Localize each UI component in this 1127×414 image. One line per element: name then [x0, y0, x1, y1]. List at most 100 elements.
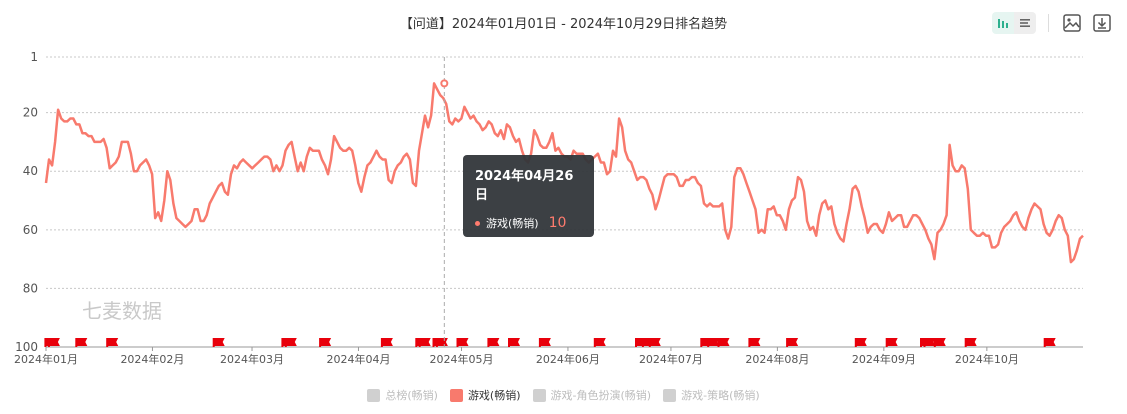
flag-shape	[964, 338, 977, 347]
y-tick-label: 40	[23, 164, 38, 178]
event-flag	[212, 338, 225, 347]
event-flag	[435, 338, 448, 347]
y-tick-label: 100	[15, 340, 38, 354]
x-tick-label: 2024年08月	[745, 352, 809, 366]
tooltip-row: 游戏(畅销) 10	[475, 215, 582, 231]
flag-shape	[538, 338, 551, 347]
legend-swatch	[532, 388, 546, 402]
flag-shape	[717, 338, 730, 347]
flag-shape	[648, 338, 661, 347]
tooltip-value: 10	[548, 215, 567, 231]
flag-shape	[933, 338, 946, 347]
flag-shape	[380, 338, 393, 347]
x-tick-label: 2024年03月	[220, 352, 284, 366]
flag-shape	[75, 338, 88, 347]
flag-shape	[47, 338, 60, 347]
flag-shape	[435, 338, 448, 347]
flag-shape	[923, 338, 936, 347]
tooltip-series-dot	[475, 220, 480, 226]
legend-label: 总榜(畅销)	[385, 389, 438, 402]
legend-item[interactable]: 总榜(畅销)	[367, 387, 438, 403]
event-flag	[748, 338, 761, 347]
x-tick-label: 2024年10月	[955, 352, 1019, 366]
view-toggle	[992, 12, 1036, 34]
x-tick-label: 2024年01月	[14, 352, 78, 366]
event-flag	[319, 338, 332, 347]
flag-shape	[885, 338, 898, 347]
watermark: 七麦数据	[82, 299, 162, 323]
y-tick-label: 80	[23, 281, 38, 295]
flag-shape	[748, 338, 761, 347]
hover-point	[440, 79, 449, 88]
event-flag	[786, 338, 799, 347]
event-flag	[284, 338, 297, 347]
event-flag	[1043, 338, 1056, 347]
flag-shape	[593, 338, 606, 347]
legend-swatch	[449, 388, 463, 402]
flag-shape	[284, 338, 297, 347]
event-flag	[593, 338, 606, 347]
legend-swatch	[367, 388, 381, 402]
y-tick-label: 60	[23, 223, 38, 237]
x-tick-label: 2024年02月	[120, 352, 184, 366]
flag-shape	[786, 338, 799, 347]
event-flag	[923, 338, 936, 347]
event-flag	[885, 338, 898, 347]
event-flag	[717, 338, 730, 347]
flag-shape	[487, 338, 500, 347]
legend-label: 游戏(畅销)	[467, 389, 521, 402]
x-tick-label: 2024年06月	[536, 352, 600, 366]
x-tick-label: 2024年04月	[326, 352, 390, 366]
grid	[46, 56, 1083, 289]
chart-legend: 总榜(畅销) 游戏(畅销) 游戏-角色扮演(畅销) 游戏-策略(畅销)	[0, 387, 1127, 403]
chart-toolbar	[992, 12, 1113, 34]
flag-shape	[418, 338, 431, 347]
event-flag	[854, 338, 867, 347]
hover-indicator	[440, 57, 449, 347]
y-tick-label: 20	[23, 106, 38, 120]
chart-tooltip: 2024年04月26日 游戏(畅销) 10	[463, 155, 594, 237]
event-flag	[648, 338, 661, 347]
x-tick-label: 2024年09月	[852, 352, 916, 366]
flag-shape	[854, 338, 867, 347]
flag-shape	[212, 338, 225, 347]
legend-item[interactable]: 游戏(畅销)	[449, 387, 521, 403]
event-flag	[487, 338, 500, 347]
chart-title: 【问道】2024年01月01日 - 2024年10月29日排名趋势	[399, 17, 728, 32]
flag-shape	[508, 338, 520, 347]
flag-shape	[319, 338, 332, 347]
event-flag	[47, 338, 60, 347]
event-flag	[964, 338, 977, 347]
legend-swatch	[663, 388, 677, 402]
bar-chart-icon[interactable]	[992, 12, 1014, 34]
event-flag	[380, 338, 393, 347]
legend-label: 游戏-角色扮演(畅销)	[550, 389, 652, 402]
legend-item[interactable]: 游戏-角色扮演(畅销)	[532, 387, 652, 403]
event-flags	[44, 338, 1056, 347]
legend-item[interactable]: 游戏-策略(畅销)	[663, 387, 760, 403]
list-icon[interactable]	[1014, 12, 1036, 34]
x-tick-label: 2024年05月	[429, 352, 493, 366]
flag-shape	[707, 338, 720, 347]
event-flag	[707, 338, 720, 347]
flag-shape	[106, 338, 119, 347]
image-save-icon[interactable]	[1061, 12, 1083, 34]
toolbar-divider	[1048, 14, 1049, 32]
tooltip-date: 2024年04月26日	[475, 169, 574, 203]
flag-shape	[1043, 338, 1056, 347]
legend-label: 游戏-策略(畅销)	[681, 389, 760, 402]
event-flag	[538, 338, 551, 347]
event-flag	[75, 338, 88, 347]
event-flag	[508, 338, 520, 347]
tooltip-series-name: 游戏(畅销)	[486, 217, 539, 230]
flag-shape	[456, 338, 469, 347]
event-flag	[106, 338, 119, 347]
event-flag	[456, 338, 469, 347]
event-flag	[418, 338, 431, 347]
download-icon[interactable]	[1091, 12, 1113, 34]
event-flag	[933, 338, 946, 347]
x-tick-label: 2024年07月	[639, 352, 703, 366]
y-tick-label: 1	[30, 50, 38, 64]
